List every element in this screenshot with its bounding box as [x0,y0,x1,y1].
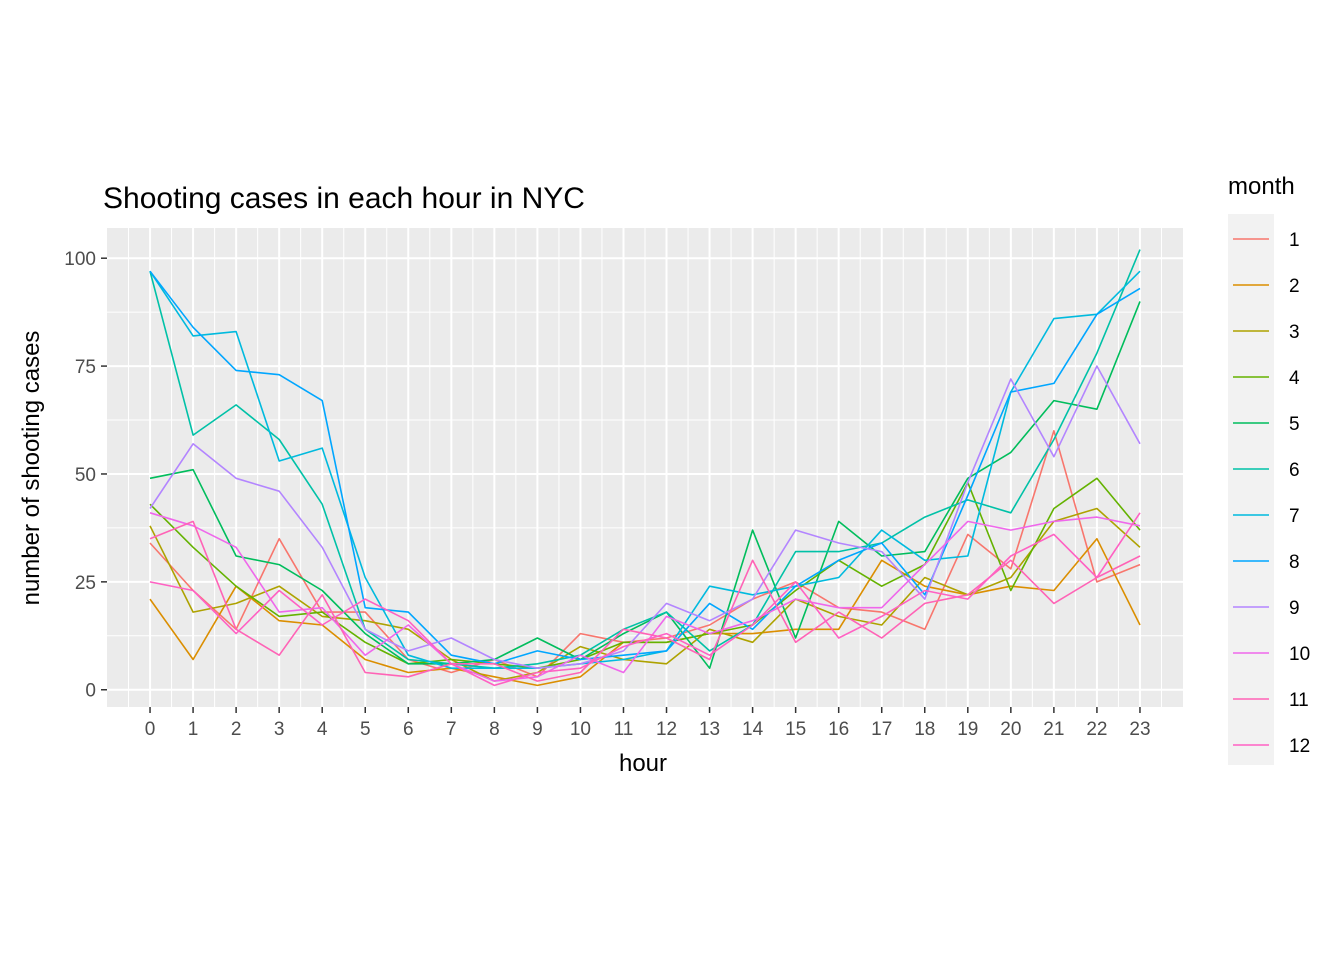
series-lines [149,249,1141,687]
legend-label: 10 [1289,644,1310,665]
x-tick-label: 5 [360,719,371,740]
y-axis: 0 25 50 75 100 [64,249,107,702]
legend-item-month-11: 11 [1233,690,1309,711]
series-line-month-12 [149,512,1141,687]
x-tick-label: 18 [914,719,935,740]
x-tick-label: 7 [446,719,457,740]
legend-item-month-7: 7 [1233,506,1300,527]
x-tick-label: 0 [145,719,156,740]
x-tick-label: 9 [532,719,543,740]
legend-key-background [1228,214,1274,765]
legend-label: 8 [1289,552,1300,573]
legend-item-month-12: 12 [1233,736,1310,757]
series-line-month-4 [149,477,1141,670]
x-tick-label: 22 [1086,719,1107,740]
legend-label: 3 [1289,322,1300,343]
chart-title: Shooting cases in each hour in NYC [103,182,585,215]
x-tick-label: 21 [1043,719,1064,740]
legend-item-month-8: 8 [1233,552,1300,573]
legend-item-month-5: 5 [1233,414,1300,435]
x-axis-title: hour [619,750,667,777]
x-axis: 0 1 2 3 4 5 6 7 8 9 10 11 12 13 14 15 16 17 18 19 20 21 22 23 [145,707,1151,740]
series-line-month-8 [149,270,1141,665]
x-tick-label: 2 [231,719,242,740]
legend-item-month-6: 6 [1233,460,1300,481]
legend-label: 4 [1289,368,1300,389]
legend-label: 11 [1289,690,1309,711]
legend-label: 6 [1289,460,1300,481]
series-line-month-5 [149,301,1141,670]
x-tick-label: 19 [957,719,978,740]
legend-item-month-4: 4 [1233,368,1300,389]
x-tick-label: 16 [828,719,849,740]
x-tick-label: 12 [656,719,677,740]
legend-label: 2 [1289,276,1300,297]
series-line-month-10 [149,512,1141,682]
legend-item-month-10: 10 [1233,644,1310,665]
y-tick-label: 0 [85,681,96,702]
series-line-month-6 [149,249,1141,670]
x-tick-label: 4 [317,719,328,740]
x-tick-label: 11 [614,719,634,740]
y-axis-title: number of shooting cases [18,331,45,606]
legend-item-month-1: 1 [1233,230,1300,251]
x-tick-label: 13 [699,719,720,740]
legend-item-month-3: 3 [1233,322,1300,343]
y-tick-label: 50 [75,465,96,486]
legend-label: 12 [1289,736,1310,757]
legend-label: 9 [1289,598,1300,619]
y-tick-label: 75 [75,357,96,378]
legend-label: 1 [1289,230,1300,251]
x-tick-label: 15 [785,719,806,740]
y-tick-label: 100 [64,249,96,270]
legend-title: month [1228,173,1295,200]
x-tick-label: 20 [1000,719,1021,740]
y-tick-label: 25 [75,573,96,594]
legend-label: 5 [1289,414,1300,435]
x-tick-label: 17 [871,719,892,740]
legend-item-month-2: 2 [1233,276,1300,297]
series-line-month-11 [149,520,1141,682]
x-tick-label: 1 [188,719,199,740]
series-line-month-9 [149,365,1141,670]
x-tick-label: 3 [274,719,285,740]
x-tick-label: 6 [403,719,414,740]
legend-item-month-9: 9 [1233,598,1300,619]
x-tick-label: 23 [1129,719,1150,740]
series-line-month-7 [149,270,1141,670]
legend-label: 7 [1289,506,1300,527]
x-tick-label: 10 [570,719,591,740]
x-tick-label: 14 [742,719,764,740]
x-tick-label: 8 [489,719,500,740]
